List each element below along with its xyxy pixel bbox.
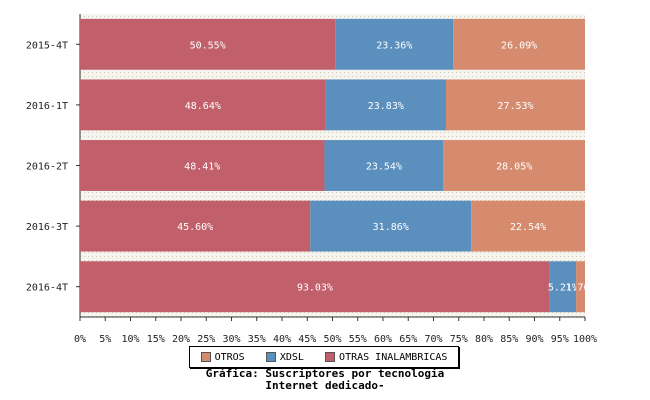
x-tick-label-3: 15% [147, 334, 165, 345]
bar-0-1 [335, 18, 454, 70]
bar-label-3-1: 31.86% [373, 222, 409, 233]
bar-2-2 [443, 140, 585, 191]
bar-label-0-2: 26.09% [501, 40, 537, 51]
y-tick-label-0: 2015-4T [26, 40, 68, 51]
legend-label-otras-inalambricas: OTRAS INALAMBRICAS [339, 351, 448, 363]
legend-label-otros: OTROS [214, 351, 245, 363]
bar-label-0-0: 50.55% [190, 40, 226, 51]
x-tick-label-8: 40% [273, 334, 291, 345]
bar-1-1 [325, 79, 446, 131]
bar-4-0 [80, 261, 550, 313]
bar-2-0 [80, 140, 325, 191]
x-tick-label-9: 45% [298, 334, 316, 345]
x-tick-label-4: 20% [172, 334, 190, 345]
bar-0-0 [80, 18, 336, 70]
bar-label-2-1: 23.54% [366, 162, 402, 173]
x-tick-label-19: 95% [551, 334, 569, 345]
x-tick-label-14: 70% [424, 334, 442, 345]
x-tick-label-7: 35% [248, 334, 266, 345]
x-tick-label-10: 50% [323, 334, 341, 345]
x-tick-label-15: 75% [450, 334, 468, 345]
chart-caption: Gráfica: Suscriptores por tecnologia Int… [160, 368, 490, 392]
bar-label-3-2: 22.54% [510, 222, 546, 233]
bar-label-1-0: 48.64% [185, 101, 221, 112]
bar-1-0 [80, 79, 326, 131]
caption-line-2: Internet dedicado- [265, 379, 385, 392]
x-tick-label-12: 60% [374, 334, 392, 345]
x-tick-label-1: 5% [99, 334, 111, 345]
bar-4-1 [549, 261, 577, 313]
x-tick-label-16: 80% [475, 334, 493, 345]
bar-3-1 [310, 200, 472, 252]
bar-label-2-0: 48.41% [184, 162, 220, 173]
bar-4-2 [576, 261, 585, 313]
x-tick-label-18: 90% [525, 334, 543, 345]
legend-item-otros: OTROS [200, 351, 245, 363]
bar-2-1 [324, 140, 444, 191]
bar-3-0 [80, 200, 311, 252]
x-tick-label-20: 100% [573, 334, 597, 345]
bar-label-4-1: 5.21% [548, 283, 578, 294]
x-tick-label-2: 10% [121, 334, 139, 345]
legend-swatch-otros [200, 352, 211, 362]
bar-label-1-1: 23.83% [368, 101, 404, 112]
x-tick-label-13: 65% [399, 334, 417, 345]
bar-label-4-0: 93.03% [297, 283, 333, 294]
bar-0-2 [453, 18, 585, 70]
y-tick-label-1: 2016-1T [26, 101, 68, 112]
x-tick-label-0: 0% [74, 334, 86, 345]
legend-label-xdsl: XDSL [279, 351, 304, 363]
caption-line-1: Gráfica: Suscriptores por tecnologia [205, 367, 445, 380]
x-tick-label-6: 30% [222, 334, 240, 345]
legend-swatch-xdsl [265, 352, 276, 362]
x-tick-label-17: 85% [500, 334, 518, 345]
bar-3-2 [471, 200, 585, 252]
bar-label-2-2: 28.05% [496, 162, 532, 173]
bar-label-1-2: 27.53% [497, 101, 533, 112]
legend-item-xdsl: XDSL [265, 351, 304, 363]
x-tick-label-11: 55% [349, 334, 367, 345]
bar-label-3-0: 45.60% [177, 222, 213, 233]
legend-swatch-otras-inalambricas [325, 352, 336, 362]
bar-1-2 [445, 79, 585, 131]
bar-label-0-1: 23.36% [376, 40, 412, 51]
bar-label-4-2: 1.76% [566, 283, 596, 294]
y-tick-label-2: 2016-2T [26, 162, 68, 173]
x-tick-label-5: 25% [197, 334, 215, 345]
y-tick-label-3: 2016-3T [26, 222, 68, 233]
legend-item-otras-inalambricas: OTRAS INALAMBRICAS [325, 352, 447, 363]
chart-legend: OTROS XDSL OTRAS INALAMBRICAS [189, 346, 459, 368]
y-tick-label-4: 2016-4T [26, 283, 68, 294]
